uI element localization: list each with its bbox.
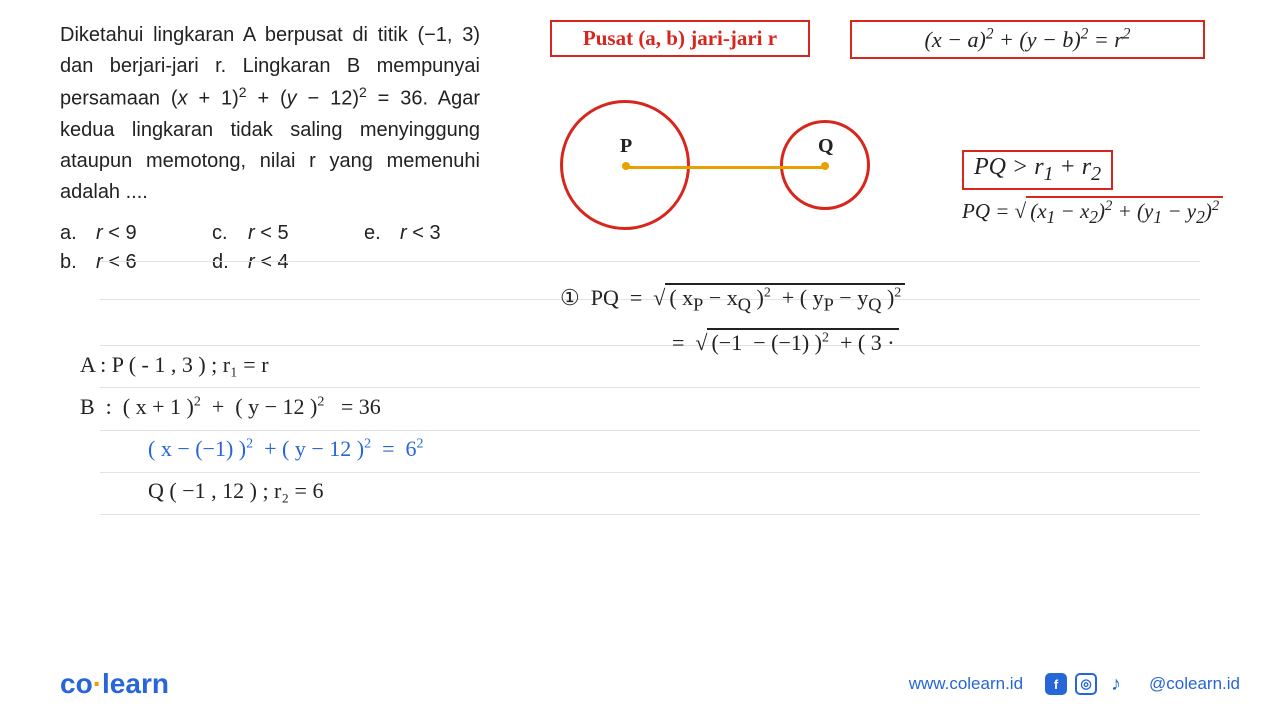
hand-line-a: A : P ( - 1 , 3 ) ; r₁ = r bbox=[80, 352, 269, 378]
facebook-icon[interactable]: f bbox=[1045, 673, 1067, 695]
info-box-center-radius: Pusat (a, b) jari-jari r bbox=[550, 20, 810, 57]
content-area: Diketahui lingkaran A berpusat di titik … bbox=[60, 20, 1240, 640]
hand-pq-step2: = √(−1 − (−1) )2 + ( 3 · bbox=[672, 328, 899, 356]
question-text: Diketahui lingkaran A berpusat di titik … bbox=[60, 20, 480, 208]
pq-inequality: PQ > r1 + r2 bbox=[962, 150, 1113, 190]
point-p-dot bbox=[622, 162, 630, 170]
logo: co·learn bbox=[60, 668, 169, 700]
note-line bbox=[100, 472, 1200, 473]
circles-diagram: P Q bbox=[560, 100, 940, 250]
note-line bbox=[100, 387, 1200, 388]
note-line bbox=[100, 345, 1200, 346]
hand-pq-step1: ① PQ = √( xP − xQ )2 + ( yP − yQ )2 bbox=[560, 283, 905, 315]
label-q: Q bbox=[818, 135, 834, 158]
option-a[interactable]: a.r < 9 bbox=[60, 222, 170, 245]
note-line bbox=[100, 430, 1200, 431]
hand-line-q: Q ( −1 , 12 ) ; r₂ = 6 bbox=[148, 478, 323, 504]
pq-distance-formula: PQ = √(x1 − x2)2 + (y1 − y2)2 bbox=[962, 196, 1280, 228]
option-b[interactable]: b.r < 6 bbox=[60, 251, 170, 274]
note-line bbox=[100, 514, 1200, 515]
note-line bbox=[100, 261, 1200, 262]
right-formula-block: PQ > r1 + r2 PQ = √(x1 − x2)2 + (y1 − y2… bbox=[962, 150, 1280, 228]
footer-handle[interactable]: @colearn.id bbox=[1149, 674, 1240, 694]
tiktok-icon[interactable]: ♪ bbox=[1105, 673, 1127, 695]
footer: co·learn www.colearn.id f ◎ ♪ @colearn.i… bbox=[60, 668, 1240, 700]
option-d[interactable]: d.r < 4 bbox=[212, 251, 322, 274]
segment-pq bbox=[626, 166, 826, 169]
hand-line-blue: ( x − (−1) )2 + ( y − 12 )2 = 62 bbox=[148, 436, 424, 462]
instagram-icon[interactable]: ◎ bbox=[1075, 673, 1097, 695]
point-q-dot bbox=[821, 162, 829, 170]
info-box-equation: (x − a)2 + (y − b)2 = r2 bbox=[850, 20, 1205, 59]
option-c[interactable]: c.r < 5 bbox=[212, 222, 322, 245]
hand-line-b: B : ( x + 1 )2 + ( y − 12 )2 = 36 bbox=[80, 394, 381, 420]
option-e[interactable]: e.r < 3 bbox=[364, 222, 474, 245]
footer-url[interactable]: www.colearn.id bbox=[909, 674, 1023, 694]
social-icons: f ◎ ♪ bbox=[1045, 673, 1127, 695]
label-p: P bbox=[620, 135, 632, 158]
